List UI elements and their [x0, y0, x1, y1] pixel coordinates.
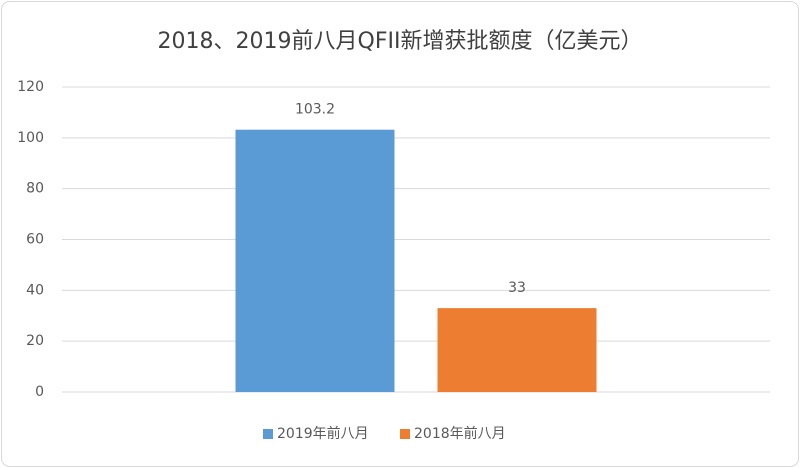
legend-label: 2019年前八月: [277, 425, 369, 442]
legend-swatch: [400, 429, 410, 439]
y-tick-label: 40: [26, 282, 44, 298]
data-label: 33: [508, 280, 526, 296]
y-tick-label: 80: [26, 181, 44, 197]
legend-swatch: [263, 429, 273, 439]
bar: [437, 308, 597, 392]
y-tick-label: 120: [17, 79, 44, 95]
y-tick-label: 100: [17, 130, 44, 146]
data-label: 103.2: [295, 102, 335, 118]
legend-label: 2018年前八月: [414, 425, 506, 442]
y-tick-label: 0: [35, 384, 44, 400]
y-tick-label: 20: [26, 333, 44, 349]
y-tick-label: 60: [26, 232, 44, 248]
chart-title: 2018、2019前八月QFII新增获批额度（亿美元）: [158, 29, 643, 54]
bar: [235, 129, 395, 392]
